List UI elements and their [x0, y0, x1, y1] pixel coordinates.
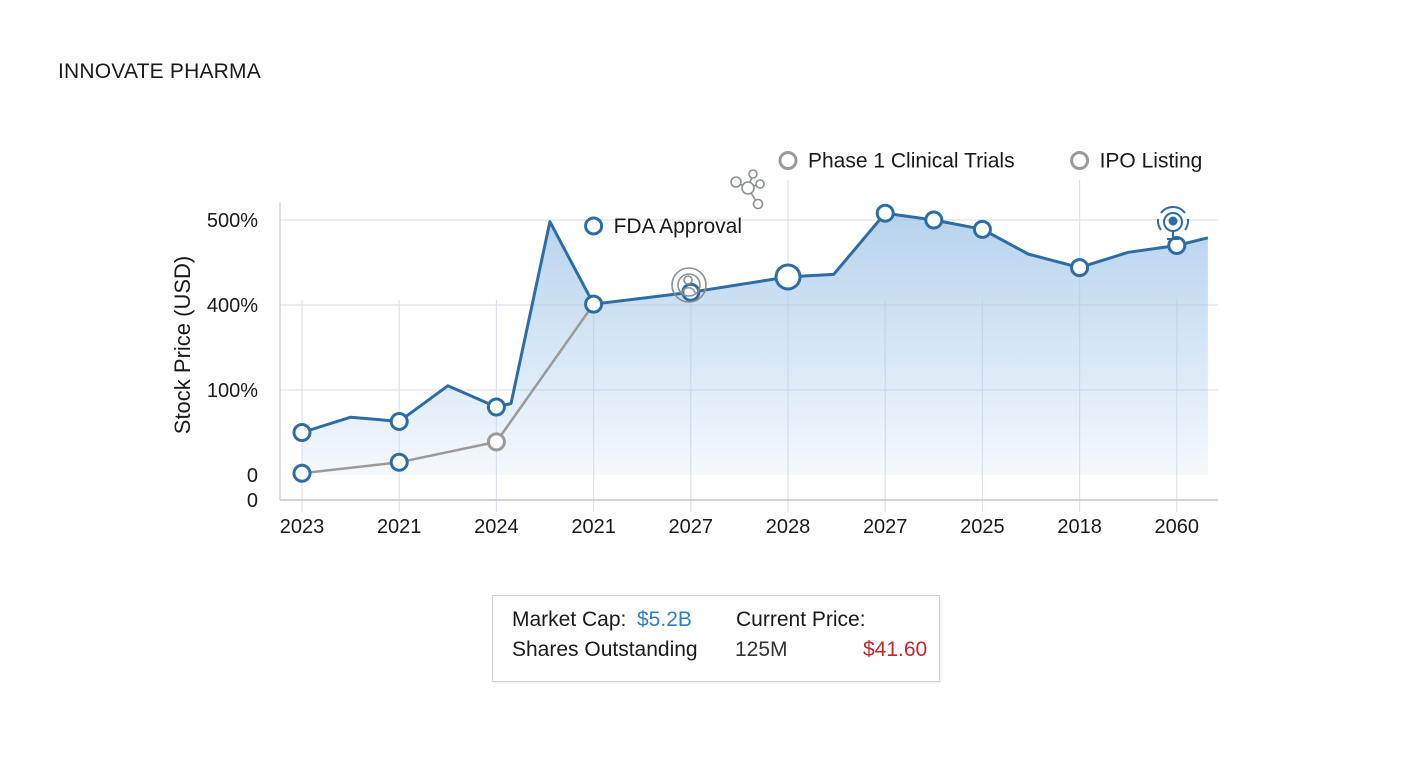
y-tick-label: 0: [247, 465, 258, 487]
annotation-marker: [584, 216, 604, 236]
stats-panel: Market Cap: $5.2B Current Price: Shares …: [492, 595, 940, 682]
annotation-label: IPO Listing: [1100, 150, 1203, 173]
data-point: [486, 397, 506, 417]
data-points: [292, 203, 1187, 483]
y-tick-label: 100%: [207, 380, 258, 402]
annotations: FDA Approval Phase 1 Clinical Trials IPO L…: [584, 150, 1203, 238]
y-axis-ticks: 0 0 100% 400% 500%: [207, 210, 258, 512]
data-point: [924, 210, 944, 230]
x-tick-label: 2018: [1057, 516, 1102, 538]
x-axis-ticks: 2023 2021 2024 2021 2027 2028 2027 2025 2018 2060: [280, 516, 1199, 538]
x-tick-label: 2027: [669, 516, 714, 538]
annotation-marker: [778, 151, 798, 170]
data-point: [292, 423, 312, 442]
company-name: INNOVATE PHARMA: [58, 60, 261, 83]
data-point: [1167, 236, 1187, 255]
data-point: [389, 411, 409, 431]
y-tick-label: 0: [247, 490, 258, 512]
secondary-series-line: [301, 303, 595, 475]
market-cap-label: Market Cap:: [512, 608, 627, 631]
data-point: [774, 263, 802, 291]
current-price-label: Current Price:: [736, 608, 866, 631]
x-tick-label: 2021: [571, 516, 616, 538]
shares-outstanding-value: 125M: [735, 638, 788, 661]
x-tick-label: 2024: [474, 516, 519, 538]
annotation-marker: [1070, 151, 1090, 170]
y-tick-label: 400%: [207, 295, 258, 317]
x-tick-label: 2060: [1155, 516, 1200, 538]
shares-outstanding-label: Shares Outstanding: [512, 638, 698, 661]
annotation-label: FDA Approval: [614, 215, 742, 238]
data-point: [1070, 258, 1090, 278]
annotation-label: Phase 1 Clinical Trials: [808, 150, 1015, 173]
molecule-icon: [730, 169, 765, 210]
x-tick-label: 2027: [863, 516, 908, 538]
x-tick-label: 2021: [377, 516, 422, 538]
x-tick-label: 2023: [280, 516, 325, 538]
data-point: [584, 294, 604, 314]
secondary-data-point: [389, 452, 409, 472]
current-price-value: $41.60: [863, 638, 928, 661]
price-area-fill: [302, 213, 1208, 475]
x-tick-label: 2025: [960, 516, 1005, 538]
secondary-data-point: [486, 432, 506, 452]
signal-tower-icon: [1156, 206, 1190, 240]
data-point: [972, 219, 992, 239]
y-axis-label: Stock Price (USD): [170, 256, 195, 434]
secondary-data-point: [292, 463, 312, 483]
y-tick-label: 500%: [207, 210, 258, 232]
x-tick-label: 2028: [766, 516, 811, 538]
data-point: [875, 203, 895, 223]
market-cap-value: $5.2B: [637, 608, 692, 631]
target-person-icon: [671, 267, 707, 303]
